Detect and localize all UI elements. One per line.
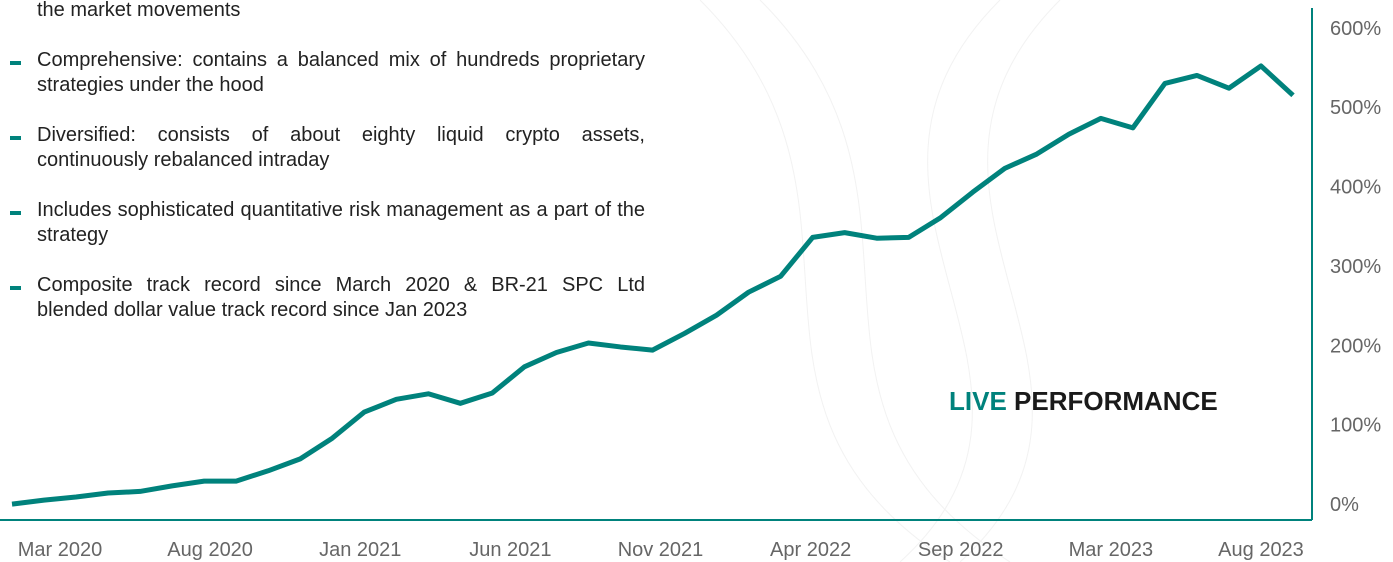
y-tick-label: 500%: [1330, 97, 1381, 119]
background-waves: [700, 0, 1060, 562]
y-tick-label: 400%: [1330, 177, 1381, 199]
x-tick-label: Mar 2020: [18, 539, 103, 561]
bullet-text: the market movements: [37, 0, 645, 23]
x-tick-label: Sep 2022: [918, 539, 1004, 561]
bullet-marker: [10, 211, 21, 215]
y-tick-label: 0%: [1330, 494, 1359, 516]
bullet-marker: [10, 286, 21, 290]
x-tick-label: Apr 2022: [770, 539, 851, 561]
x-tick-label: Jun 2021: [469, 539, 551, 561]
x-tick-label: Aug 2023: [1218, 539, 1304, 561]
y-tick-label: 200%: [1330, 335, 1381, 357]
x-tick-label: Jan 2021: [319, 539, 401, 561]
bullet-text: Comprehensive: contains a balanced mix o…: [37, 48, 645, 98]
y-tick-label: 600%: [1330, 18, 1381, 40]
x-tick-label: Aug 2020: [167, 539, 253, 561]
page: LIVE PERFORMANCE 0% 100% 200% 300% 400% 500% 6…: [0, 0, 1393, 562]
bullet-marker: [10, 61, 21, 65]
x-tick-label: Mar 2023: [1069, 539, 1154, 561]
x-tick-label: Nov 2021: [618, 539, 704, 561]
bullet-text: Composite track record since March 2020 …: [37, 273, 645, 323]
bullet-text: Includes sophisticated quantitative risk…: [37, 198, 645, 248]
title-rest: PERFORMANCE: [1014, 386, 1218, 416]
bullet-marker: [10, 136, 21, 140]
bullet-text: Diversified: consists of about eighty li…: [37, 123, 645, 173]
y-tick-label: 300%: [1330, 256, 1381, 278]
y-tick-label: 100%: [1330, 415, 1381, 437]
title-highlight: LIVE: [949, 386, 1007, 416]
chart-title: LIVE PERFORMANCE: [949, 386, 1218, 416]
